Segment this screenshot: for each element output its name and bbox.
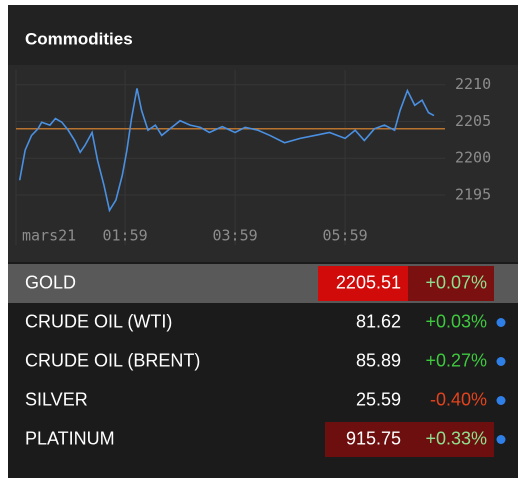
table-row[interactable]: CRUDE OIL (WTI) 81.62 +0.03% [25,311,506,331]
price: 85.89 [356,350,401,370]
price: 2205.51 [336,272,401,292]
change: +0.03% [425,311,487,331]
change-highlight [408,266,494,301]
status-dot [496,357,506,366]
table-row[interactable]: SILVER 25.59 -0.40% [25,389,506,409]
price: 81.62 [356,311,401,331]
change: +0.07% [425,272,487,292]
price-highlight [325,422,408,457]
chart: 2195 2200 2205 2210 mars21 01:59 03:59 05:59 [15,70,491,245]
y-tick-label: 2210 [455,75,491,93]
commodity-name: CRUDE OIL (BRENT) [25,350,200,370]
price-line [18,88,435,213]
header [8,5,518,65]
y-tick-label: 2205 [455,112,491,130]
chart-area [8,65,518,262]
commodity-name: CRUDE OIL (WTI) [25,311,172,331]
table: GOLD 2205.51 +0.07% CRUDE OIL (WTI) 81.62 +0.… [8,264,518,457]
status-dot [496,318,506,327]
x-tick-label: 03:59 [213,227,258,245]
price: 915.75 [346,428,401,448]
status-dot [496,396,506,405]
table-row[interactable]: CRUDE OIL (BRENT) 85.89 +0.27% [25,350,506,370]
x-tick-label: mars21 [22,227,76,245]
price-highlight [318,266,408,301]
y-tick-label: 2195 [455,185,491,203]
commodity-name: SILVER [25,389,88,409]
change-highlight [408,422,494,457]
commodity-name: PLATINUM [25,428,115,448]
x-tick-label: 05:59 [323,227,368,245]
status-dot [496,435,506,444]
title: Commodities [25,29,133,48]
table-row[interactable]: GOLD 2205.51 +0.07% [8,264,518,303]
table-row[interactable]: PLATINUM 915.75 +0.33% [25,422,506,457]
commodity-name: GOLD [25,272,76,292]
change: +0.33% [425,428,487,448]
price: 25.59 [356,389,401,409]
x-tick-label: 01:59 [103,227,148,245]
change: +0.27% [425,350,487,370]
y-tick-label: 2200 [455,149,491,167]
change: -0.40% [430,389,487,409]
